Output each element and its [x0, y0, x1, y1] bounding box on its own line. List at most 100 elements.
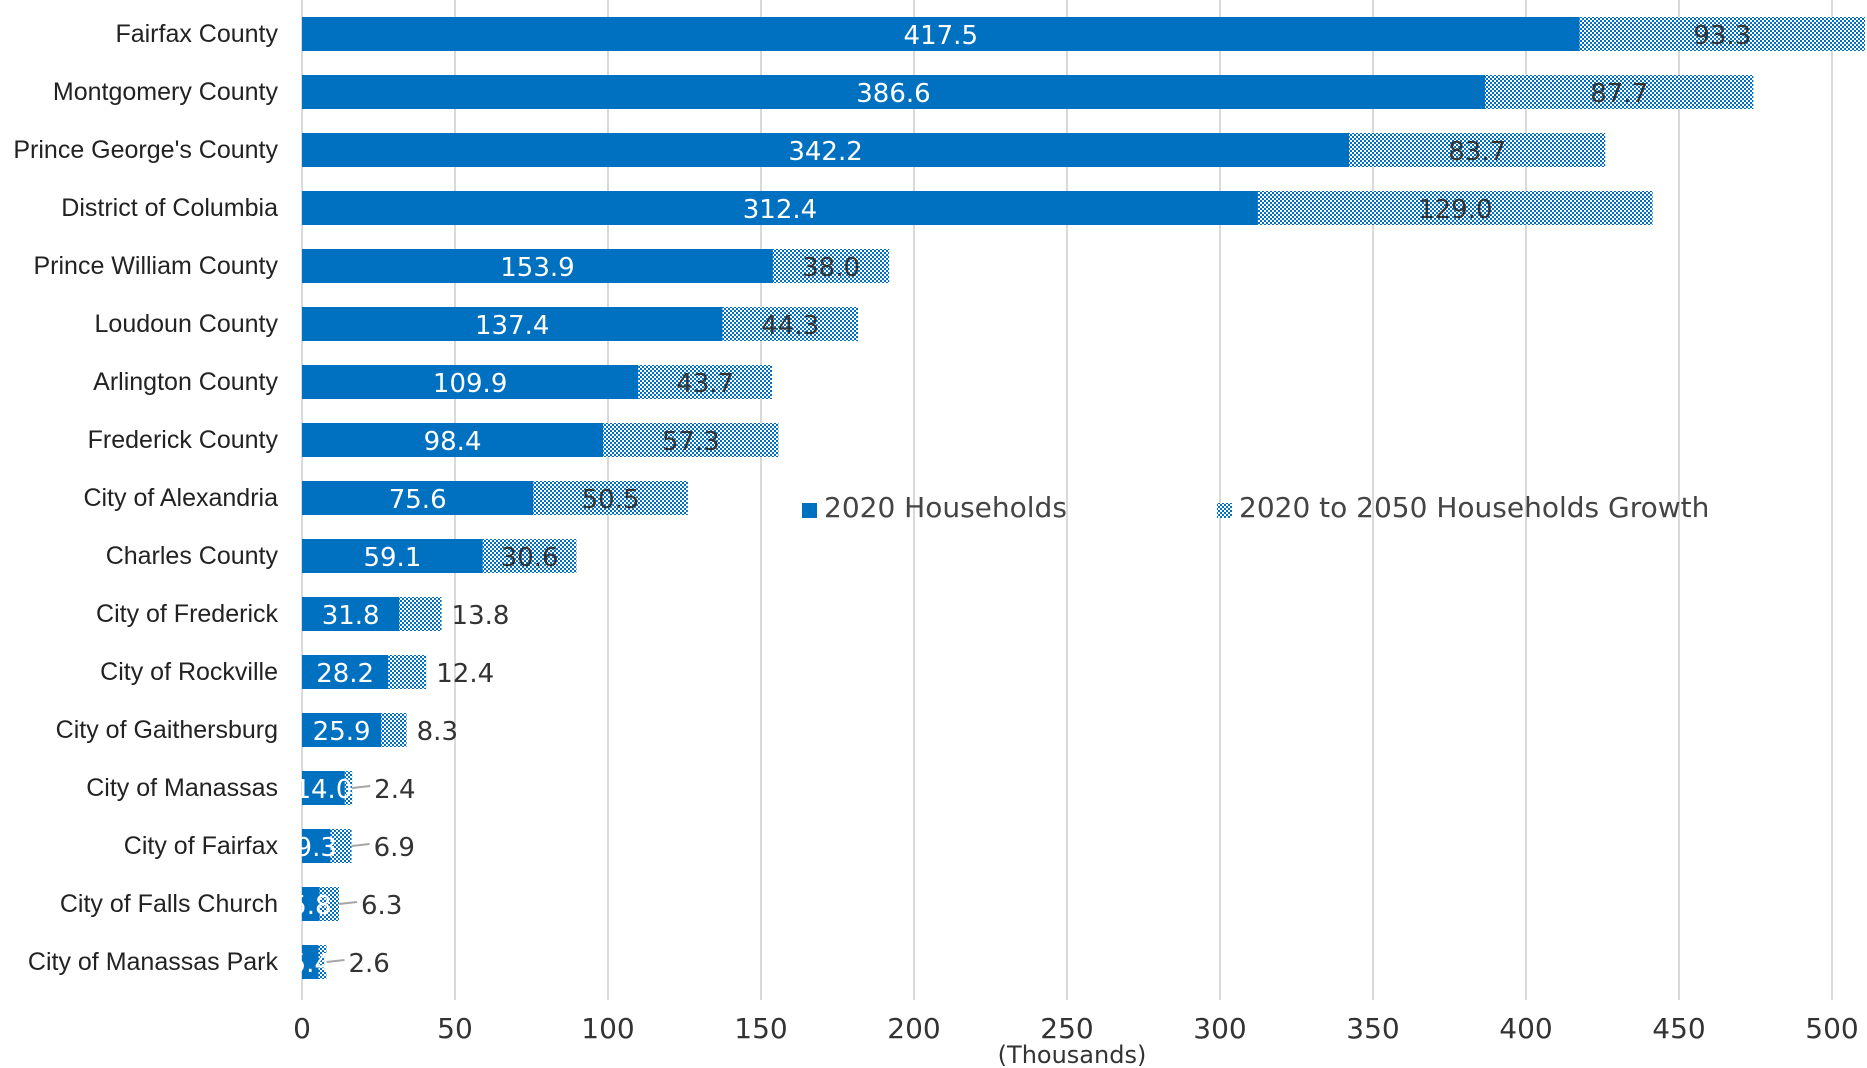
x-tick-label: 200	[887, 1012, 940, 1045]
leader-line	[326, 959, 345, 963]
bar-2020-households	[302, 771, 345, 805]
category-label: City of Frederick	[96, 600, 278, 628]
category-labels: Fairfax County Montgomery County Prince Ge…	[13, 20, 278, 976]
legend-swatch-2020	[802, 503, 817, 518]
data-label-2020: 75.6	[389, 485, 447, 515]
bar-2020-households	[302, 713, 382, 747]
x-tick-label: 0	[293, 1012, 311, 1045]
bar-2020-households	[302, 481, 534, 515]
bar-growth	[533, 481, 688, 515]
bar-growth	[1257, 191, 1653, 225]
data-label-growth: 38.0	[802, 253, 860, 283]
data-label-2020: 153.9	[500, 253, 574, 283]
data-label-2020: 28.2	[316, 659, 374, 689]
bar-growth	[603, 423, 779, 457]
bar-growth	[722, 307, 859, 341]
x-tick-label: 500	[1805, 1012, 1858, 1045]
legend-swatch-growth	[1217, 503, 1232, 518]
category-label: Arlington County	[93, 368, 278, 396]
category-label: City of Gaithersburg	[56, 716, 278, 744]
bar-2020-households	[302, 365, 639, 399]
bar-2020-households	[302, 133, 1350, 167]
data-label-2020: 417.5	[904, 21, 978, 51]
category-label: Frederick County	[88, 426, 279, 454]
category-label: Montgomery County	[53, 78, 279, 106]
data-label-2020: 98.4	[424, 427, 482, 457]
data-label-2020: 342.2	[788, 137, 862, 167]
data-label-growth: 13.8	[452, 601, 510, 631]
data-label-2020: 5.8	[290, 891, 331, 921]
bars	[302, 17, 1866, 979]
category-label: City of Alexandria	[83, 484, 278, 512]
bar-2020-households	[302, 945, 319, 979]
data-label-2020: 312.4	[743, 195, 817, 225]
data-label-2020: 59.1	[363, 543, 421, 573]
category-label: City of Fairfax	[124, 832, 279, 860]
data-label-growth: 87.7	[1590, 79, 1648, 109]
category-label: Prince William County	[33, 252, 278, 280]
bar-2020-households	[302, 597, 400, 631]
bar-growth	[638, 365, 773, 399]
data-label-2020: 9.3	[296, 833, 337, 863]
x-tick-label: 250	[1040, 1012, 1093, 1045]
data-label-2020: 14.0	[294, 775, 352, 805]
bar-growth	[388, 655, 427, 689]
leader-line	[338, 901, 358, 905]
data-label-growth: 83.7	[1448, 137, 1506, 167]
x-tick-label: 50	[437, 1012, 473, 1045]
x-tick-label: 400	[1499, 1012, 1552, 1045]
bar-2020-households	[302, 829, 331, 863]
bar-2020-households	[302, 423, 604, 457]
data-label-growth: 12.4	[436, 659, 494, 689]
category-label: City of Manassas	[86, 774, 278, 802]
data-label-growth: 8.3	[417, 717, 458, 747]
bar-growth	[1349, 133, 1606, 167]
bar-growth	[399, 597, 442, 631]
legend-label-2020: 2020 Households	[824, 491, 1067, 524]
x-axis-ticks: 0 50 100 150 200 250 300 350 400 450 500	[293, 1012, 1859, 1045]
x-axis-title: (Thousands)	[998, 1041, 1147, 1068]
data-label-growth: 129.0	[1418, 195, 1492, 225]
bar-2020-households	[302, 191, 1258, 225]
bar-2020-households	[302, 249, 773, 283]
bar-growth	[482, 539, 577, 573]
data-label-growth: 6.3	[361, 891, 402, 921]
data-label-growth: 30.6	[501, 543, 559, 573]
category-label: Prince George's County	[13, 136, 278, 164]
x-tick-label: 150	[734, 1012, 787, 1045]
bar-2020-households	[302, 655, 389, 689]
category-label: Fairfax County	[115, 20, 278, 48]
legend-label-growth: 2020 to 2050 Households Growth	[1239, 491, 1709, 524]
bar-2020-households	[302, 887, 320, 921]
data-label-2020: 5.4	[290, 949, 331, 979]
bar-growth	[1579, 17, 1866, 51]
x-tick-label: 300	[1193, 1012, 1246, 1045]
data-label-2020: 31.8	[322, 601, 380, 631]
data-label-growth: 2.4	[374, 775, 415, 805]
data-label-growth: 43.7	[676, 369, 734, 399]
bar-2020-households	[302, 539, 483, 573]
data-label-growth: 50.5	[582, 485, 640, 515]
legend: 2020 Households 2020 to 2050 Households G…	[802, 491, 1709, 524]
leader-line	[352, 785, 371, 789]
category-label: City of Rockville	[100, 658, 278, 686]
data-labels: 417.5 93.3 386.6 87.7 342.2 83.7 312.4 129.0 153…	[290, 21, 1752, 979]
data-label-2020: 25.9	[313, 717, 371, 747]
bar-growth	[319, 887, 340, 921]
category-label: City of Falls Church	[60, 890, 278, 918]
bar-2020-households	[302, 307, 723, 341]
data-label-growth: 93.3	[1693, 21, 1751, 51]
leader-line	[351, 843, 370, 847]
category-label: Loudoun County	[95, 310, 279, 338]
bar-growth	[318, 945, 327, 979]
bar-growth	[381, 713, 407, 747]
bar-growth	[344, 771, 353, 805]
data-label-growth: 2.6	[348, 949, 389, 979]
x-tick-label: 350	[1346, 1012, 1399, 1045]
data-label-2020: 386.6	[856, 79, 930, 109]
x-tick-label: 100	[581, 1012, 634, 1045]
bar-growth	[772, 249, 890, 283]
bar-growth	[330, 829, 352, 863]
x-tick-label: 450	[1652, 1012, 1705, 1045]
